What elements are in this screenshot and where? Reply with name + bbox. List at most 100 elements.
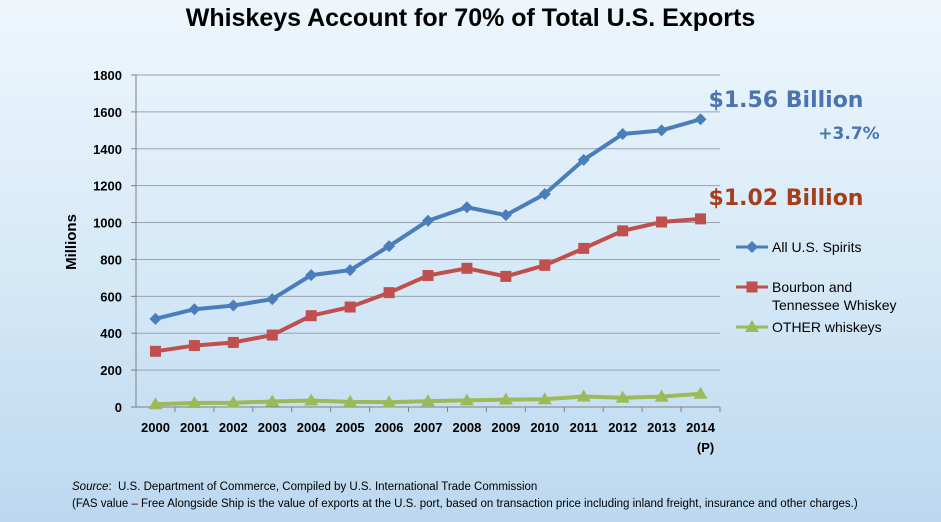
series-group (148, 113, 708, 410)
data-point-diamond (460, 201, 473, 214)
data-point-square (266, 329, 278, 341)
data-point-diamond (538, 187, 551, 200)
data-point-diamond (422, 214, 434, 227)
source-text: U.S. Department of Commerce, Compiled by… (118, 481, 538, 493)
data-point-diamond (149, 312, 162, 325)
series (148, 386, 708, 410)
data-point-square (539, 259, 551, 271)
annotation-total-value: $1.56 Billion (709, 88, 864, 113)
data-point-diamond (188, 303, 201, 316)
x-tick-label: 2000 (141, 420, 170, 435)
y-tick-label: 200 (100, 363, 122, 378)
x-tick-label: 2005 (336, 420, 365, 435)
x-tick-label: 2002 (219, 420, 248, 435)
data-point-diamond (655, 124, 668, 137)
annotation-growth: +3.7% (818, 124, 879, 144)
data-point-square (344, 301, 356, 313)
data-point-square (188, 340, 200, 352)
x-tick-label: 2014 (686, 420, 716, 435)
series-line (155, 216, 701, 354)
x-tick-label: 2001 (180, 420, 209, 435)
legend-label: Bourbon and (772, 279, 852, 295)
data-point-square (305, 310, 317, 322)
data-point-triangle (382, 395, 397, 408)
data-point-square (227, 336, 239, 348)
source-label: Source (72, 481, 109, 493)
x-tick-label: 2008 (452, 420, 481, 435)
y-tick-label: 800 (100, 252, 122, 267)
data-point-diamond (227, 299, 240, 312)
x-tick-sublabel: (P) (697, 440, 714, 455)
source-note: Source: U.S. Department of Commerce, Com… (72, 479, 858, 513)
data-point-triangle (654, 389, 669, 402)
data-point-triangle (745, 320, 759, 332)
data-point-triangle (148, 397, 163, 410)
data-point-triangle (421, 394, 435, 407)
y-tick-label: 1600 (93, 105, 122, 120)
annotation-bourbon-value: $1.02 Billion (709, 186, 864, 211)
axes (131, 74, 721, 412)
data-point-triangle (498, 392, 513, 405)
y-tick-label: 600 (100, 289, 122, 304)
legend-label: OTHER whiskeys (772, 319, 882, 335)
gridlines (136, 74, 720, 371)
x-tick-label: 2009 (491, 420, 520, 435)
y-tick-label: 1400 (93, 142, 122, 157)
data-point-triangle (265, 394, 280, 407)
source-footnote: (FAS value – Free Alongside Ship is the … (72, 498, 858, 510)
y-tick-label: 1200 (93, 179, 122, 194)
data-point-triangle (304, 393, 319, 406)
data-point-square (149, 345, 161, 357)
data-point-triangle (187, 395, 202, 408)
data-point-triangle (459, 393, 474, 406)
x-tick-label: 2010 (530, 420, 559, 435)
x-tick-label: 2004 (297, 420, 327, 435)
data-point-square (617, 225, 629, 237)
data-point-triangle (537, 392, 552, 405)
data-point-diamond (344, 264, 357, 277)
data-point-square (746, 281, 758, 293)
data-point-square (695, 213, 707, 225)
data-point-square (656, 216, 668, 228)
legend-label: All U.S. Spirits (772, 239, 861, 255)
legend: All U.S. Spirits Bourbon and Tennessee Whi… (736, 239, 897, 335)
x-tick-label: 2013 (647, 420, 676, 435)
data-point-diamond (305, 269, 318, 282)
x-tick-label: 2006 (375, 420, 404, 435)
source-colon: : (108, 481, 119, 493)
y-axis-label: Millions (63, 214, 80, 270)
data-point-square (422, 269, 434, 281)
data-point-triangle (693, 386, 708, 399)
data-point-diamond (746, 241, 758, 253)
x-tick-label: 2007 (414, 420, 443, 435)
data-point-triangle (615, 390, 630, 403)
data-point-square (578, 242, 590, 254)
data-point-triangle (343, 394, 358, 407)
data-point-diamond (694, 113, 707, 126)
data-point-diamond (383, 240, 396, 253)
x-tick-label: 2003 (258, 420, 287, 435)
y-tick-label: 0 (115, 400, 122, 415)
data-point-square (500, 270, 512, 282)
x-tick-labels: 2000 2001 2002 2003 2004 2005 2006 2007 2008 2009… (141, 420, 716, 455)
x-tick-label: 2012 (608, 420, 637, 435)
legend-label: Tennessee Whiskey (772, 297, 897, 313)
y-tick-label: 1800 (93, 68, 122, 83)
chart-title: Whiskeys Account for 70% of Total U.S. E… (185, 4, 756, 32)
data-point-square (461, 262, 473, 274)
data-point-square (383, 287, 395, 299)
y-tick-label: 400 (100, 326, 122, 341)
series (149, 113, 707, 325)
y-tick-label: 1000 (93, 216, 122, 231)
annotations: $1.56 Billion +3.7% $1.02 Billion (709, 88, 880, 211)
data-point-diamond (499, 209, 512, 222)
series (149, 213, 707, 357)
y-tick-labels: 0 200 400 600 800 1000 1200 1400 1600 1800 (93, 68, 122, 415)
data-point-triangle (226, 395, 241, 408)
data-point-triangle (576, 389, 591, 402)
data-point-diamond (577, 153, 590, 166)
data-point-diamond (266, 293, 279, 306)
data-point-diamond (616, 128, 629, 141)
x-tick-label: 2011 (570, 420, 598, 435)
